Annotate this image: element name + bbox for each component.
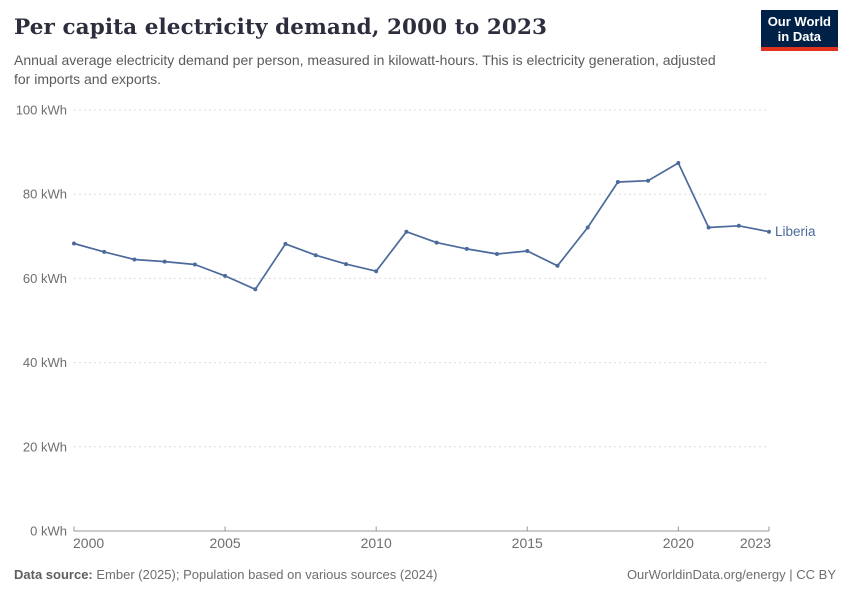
- data-point[interactable]: [192, 262, 197, 267]
- y-tick-label: 100 kWh: [16, 103, 67, 118]
- chart-subtitle: Annual average electricity demand per pe…: [14, 52, 716, 87]
- data-point[interactable]: [253, 287, 258, 292]
- data-point[interactable]: [525, 249, 530, 253]
- x-tick-label: 2010: [361, 535, 392, 551]
- data-point[interactable]: [555, 263, 560, 268]
- data-point[interactable]: [434, 240, 439, 245]
- owid-logo: Our World in Data: [760, 10, 838, 51]
- data-point[interactable]: [223, 273, 228, 278]
- data-point[interactable]: [132, 257, 137, 262]
- data-point[interactable]: [313, 253, 318, 258]
- x-tick-label: 2023: [740, 535, 771, 551]
- data-point[interactable]: [404, 229, 409, 234]
- data-point[interactable]: [706, 225, 711, 230]
- y-tick-label: 20 kWh: [23, 439, 67, 454]
- data-point[interactable]: [585, 225, 590, 230]
- entity-label[interactable]: Liberia: [775, 224, 816, 239]
- x-tick-label: 2000: [73, 535, 104, 551]
- data-source-text: Ember (2025); Population based on variou…: [92, 567, 438, 582]
- data-source-label: Data source:: [14, 567, 93, 582]
- gridlines: 0 kWh 20 kWh 40 kWh 60 kWh 80 kWh 100 kWh: [16, 103, 769, 539]
- data-point[interactable]: [283, 241, 288, 246]
- series-liberia: Liberia: [72, 161, 816, 292]
- chart-title: Per capita electricity demand, 2000 to 2…: [14, 15, 548, 40]
- x-tick-label: 2005: [210, 535, 241, 551]
- y-tick-label: 40 kWh: [23, 355, 67, 370]
- y-tick-label: 0 kWh: [30, 524, 67, 539]
- data-point[interactable]: [646, 178, 651, 183]
- y-tick-label: 60 kWh: [23, 271, 67, 286]
- x-axis: 2000 2005 2010 2015 2020 2023: [73, 526, 771, 551]
- owid-logo-line2: in Data: [777, 29, 822, 44]
- chart-footer: Data source: Ember (2025); Population ba…: [0, 567, 850, 582]
- series-line: [73, 162, 770, 291]
- data-point[interactable]: [102, 249, 107, 254]
- data-source-note: Data source: Ember (2025); Population ba…: [14, 567, 437, 582]
- x-tick-label: 2020: [663, 535, 694, 551]
- data-point[interactable]: [615, 180, 620, 184]
- data-point[interactable]: [374, 269, 379, 274]
- data-point[interactable]: [344, 262, 348, 267]
- data-point[interactable]: [72, 241, 76, 246]
- data-point[interactable]: [464, 246, 469, 251]
- owid-attribution-link[interactable]: OurWorldinData.org/energy | CC BY: [626, 567, 836, 582]
- data-point[interactable]: [495, 252, 499, 256]
- owid-logo-line1: Our World: [767, 14, 831, 29]
- data-point[interactable]: [736, 223, 741, 228]
- x-tick-label: 2015: [512, 535, 543, 551]
- y-tick-label: 80 kWh: [23, 187, 67, 202]
- data-point[interactable]: [676, 161, 681, 165]
- data-point[interactable]: [162, 259, 167, 264]
- data-point[interactable]: [767, 229, 771, 234]
